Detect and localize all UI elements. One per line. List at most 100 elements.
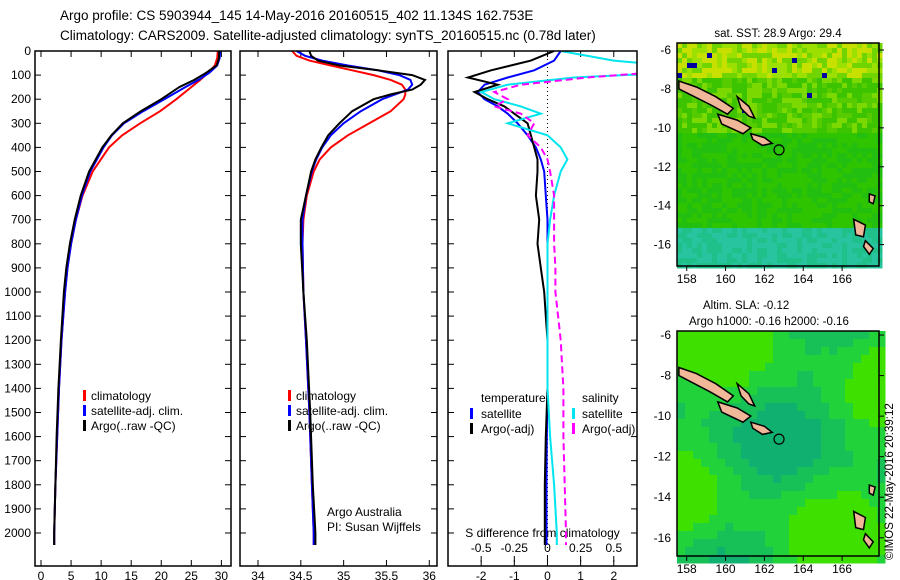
map-cell xyxy=(842,213,848,219)
map-cell xyxy=(781,403,790,412)
map-cell xyxy=(773,443,782,452)
map-cell xyxy=(787,128,793,134)
map-cell xyxy=(862,98,868,104)
map-cell xyxy=(707,208,713,214)
map-cell xyxy=(749,395,758,404)
map-cell xyxy=(677,435,686,444)
map-cell xyxy=(677,173,683,179)
map-cell xyxy=(733,523,742,532)
map-cell xyxy=(697,118,703,124)
map-cell xyxy=(847,248,853,254)
map-cell xyxy=(757,58,763,64)
map-cell xyxy=(685,451,694,460)
map-cell xyxy=(802,58,808,64)
map-cell xyxy=(862,163,868,169)
map-cell xyxy=(717,258,723,264)
map-cell xyxy=(782,48,788,54)
map-cell xyxy=(802,173,808,179)
map-cell xyxy=(757,403,766,412)
map-cell xyxy=(692,203,698,209)
map-cell xyxy=(845,419,854,428)
map-cell xyxy=(747,153,753,159)
map-cell xyxy=(787,53,793,59)
map-cell xyxy=(789,435,798,444)
map-cell xyxy=(737,108,743,114)
map-cell xyxy=(867,213,873,219)
map-cell xyxy=(707,138,713,144)
map-cell xyxy=(837,467,846,476)
map-cell xyxy=(869,403,878,412)
map-cell xyxy=(862,128,868,134)
map-cell xyxy=(717,188,723,194)
map-cell xyxy=(697,48,703,54)
map-cell xyxy=(857,73,863,79)
map-cell xyxy=(807,228,813,234)
map-cell xyxy=(857,118,863,124)
map-cell xyxy=(752,238,758,244)
map-cell xyxy=(797,93,803,99)
map-cell xyxy=(827,83,833,89)
map-cell xyxy=(837,555,846,564)
map-cell xyxy=(757,173,763,179)
map-cell xyxy=(787,253,793,259)
map-cell xyxy=(802,43,808,49)
map-cell xyxy=(767,43,773,49)
map-cell xyxy=(687,178,693,184)
map-cell xyxy=(832,173,838,179)
map-cell xyxy=(797,113,803,119)
map-cell xyxy=(777,68,783,74)
map-cell xyxy=(765,523,774,532)
map-cell xyxy=(787,98,793,104)
map-cell xyxy=(853,507,862,516)
map-cell xyxy=(852,198,858,204)
map-cell xyxy=(787,118,793,124)
map-cell xyxy=(712,88,718,94)
map-cell xyxy=(832,203,838,209)
map-cell xyxy=(692,133,698,139)
map-cell xyxy=(687,103,693,109)
map-cell xyxy=(722,143,728,149)
map-cell xyxy=(727,243,733,249)
map-cell xyxy=(762,88,768,94)
map-cell xyxy=(717,347,726,356)
map-cell xyxy=(869,539,878,548)
map-cell xyxy=(822,53,828,59)
map-cell xyxy=(781,379,790,388)
map-cell xyxy=(692,73,698,79)
map-cell xyxy=(697,73,703,79)
map-cell xyxy=(712,238,718,244)
map-cell xyxy=(813,507,822,516)
map-cell xyxy=(742,63,748,69)
map-cell xyxy=(792,53,798,59)
map-cell xyxy=(872,63,878,69)
map-cell xyxy=(862,203,868,209)
map-cell xyxy=(757,258,763,264)
map-cell xyxy=(712,128,718,134)
map-cell xyxy=(867,223,873,229)
map-cell xyxy=(837,103,843,109)
map-cell xyxy=(812,143,818,149)
map-cell xyxy=(861,523,870,532)
map-cell xyxy=(733,443,742,452)
map-cell xyxy=(852,73,858,79)
map-cell xyxy=(869,435,878,444)
map-cell xyxy=(712,213,718,219)
map-cell xyxy=(757,198,763,204)
map-cell xyxy=(802,208,808,214)
map-cell xyxy=(677,188,683,194)
map-cell xyxy=(782,93,788,99)
map-cell xyxy=(867,178,873,184)
map-cell xyxy=(687,208,693,214)
map-cell xyxy=(802,213,808,219)
map-cell xyxy=(807,63,813,69)
map-cell xyxy=(687,258,693,264)
map-cell xyxy=(752,183,758,189)
map-cell xyxy=(817,168,823,174)
legend-swatch xyxy=(83,405,86,416)
map-cell xyxy=(685,531,694,540)
map-cell xyxy=(832,113,838,119)
map-cell xyxy=(861,547,870,556)
map-cell xyxy=(877,403,886,412)
map-cell xyxy=(777,248,783,254)
